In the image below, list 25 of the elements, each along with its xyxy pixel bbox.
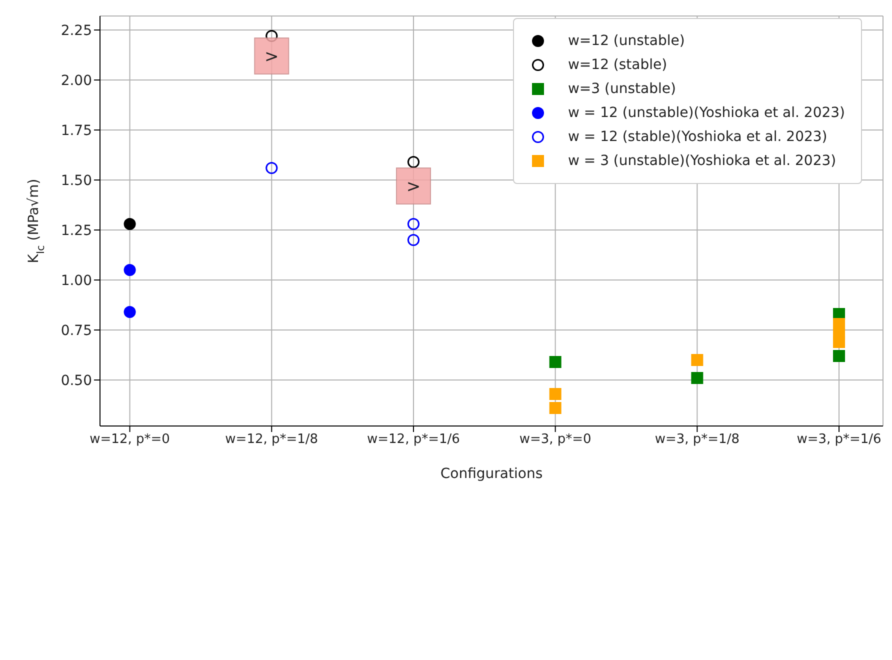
y-tick-label: 2.00 [60, 72, 92, 89]
x-tick-label: w=3, p*=1/8 [654, 432, 740, 448]
legend-label: w = 12 (unstable)(Yoshioka et al. 2023) [568, 104, 845, 120]
y-tick-label: 0.50 [60, 372, 92, 389]
note-box: > [254, 38, 290, 74]
legend-label: w = 12 (stable)(Yoshioka et al. 2023) [568, 128, 828, 144]
x-tick-label: w=12, p*=1/8 [225, 432, 318, 448]
annotation: > [406, 177, 421, 197]
note-box: > [396, 168, 431, 204]
y-tick-label: 0.75 [60, 322, 92, 339]
annotation: > [264, 47, 279, 67]
y-tick-label: 2.25 [60, 22, 92, 39]
legend-label: w = 3 (unstable)(Yoshioka et al. 2023) [568, 152, 836, 168]
x-tick-label: w=3, p*=1/6 [796, 432, 882, 448]
legend-label: w=12 (unstable) [568, 32, 685, 48]
x-tick-label: w=12, p*=1/6 [367, 432, 460, 448]
x-tick-label: w=3, p*=0 [519, 432, 592, 448]
y-tick-label: 1.50 [60, 172, 92, 189]
legend-label: w=12 (stable) [568, 56, 668, 72]
y-tick-label: 1.75 [60, 122, 92, 139]
x-tick-label: w=12, p*=0 [90, 432, 170, 448]
x-axis-title: Configurations [440, 466, 543, 482]
y-tick-label: 1.25 [60, 222, 92, 239]
legend-label: w=3 (unstable) [568, 80, 676, 96]
y-tick-label: 1.00 [60, 272, 92, 289]
